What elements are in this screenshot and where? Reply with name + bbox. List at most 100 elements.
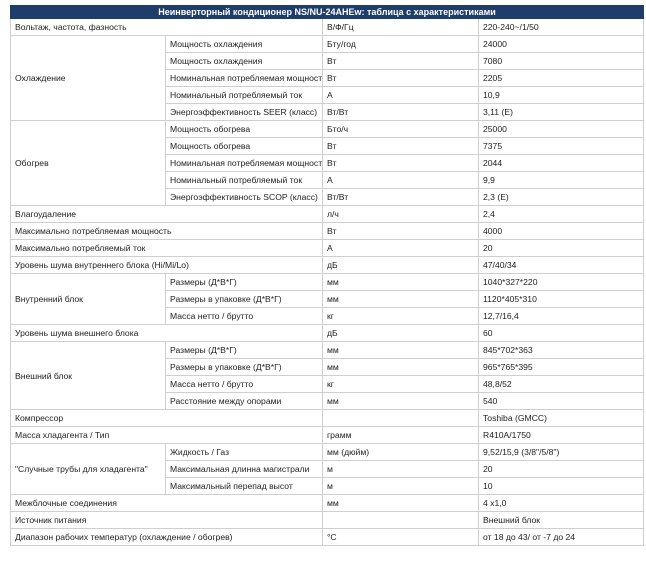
unit-cell: Вт — [322, 154, 479, 172]
value-cell: Toshiba (GMCC) — [478, 409, 644, 427]
value-cell: 965*765*395 — [478, 358, 644, 376]
param-label: Масса нетто / брутто — [165, 307, 323, 325]
value-cell: 1120*405*310 — [478, 290, 644, 308]
unit-cell — [322, 511, 479, 529]
table-row: Масса нетто / брутто кг 12,7/16,4 — [11, 307, 644, 325]
table-row: Энергоэффективность SEER (класс) Вт/Вт 3,1… — [11, 103, 644, 121]
value-cell: 60 — [478, 324, 644, 342]
table-row: Уровень шума внутреннего блока (Hi/Mi/Lo… — [10, 256, 644, 274]
table-row: Вольтаж, частота, фазность В/Ф/Гц 220-240~… — [10, 18, 644, 36]
group-label: Внутренний блок — [10, 273, 166, 325]
unit-cell: мм — [322, 290, 479, 308]
unit-cell: Вт — [322, 52, 479, 70]
unit-cell: мм — [322, 494, 479, 512]
value-cell: 1040*327*220 — [478, 273, 644, 291]
param-label: Жидкость / Газ — [165, 443, 323, 461]
value-cell: 47/40/34 — [478, 256, 644, 274]
table-row: Максимально потребляемая мощность Вт 4000 — [10, 222, 644, 240]
table-row: Межблочные соединения мм 4 x1,0 — [10, 494, 644, 512]
param-label: Уровень шума внешнего блока — [10, 324, 323, 342]
unit-cell: °C — [322, 528, 479, 546]
value-cell: 845*702*363 — [478, 341, 644, 359]
table-row: Внутренний блок Размеры (Д*В*Г) мм 1040*327… — [10, 273, 644, 325]
table-body: Вольтаж, частота, фазность В/Ф/Гц 220-240~… — [10, 18, 644, 546]
value-cell: 2,4 — [478, 205, 644, 223]
param-label: Энергоэффективность SEER (класс) — [165, 103, 323, 121]
table-row: Внешний блок Размеры (Д*В*Г) мм 845*702*363 — [10, 341, 644, 410]
table-row: Диапазон рабочих температур (охлаждение … — [10, 528, 644, 546]
param-label: Максимальный перепад высот — [165, 477, 323, 495]
table-row: Уровень шума внешнего блока дБ 60 — [10, 324, 644, 342]
unit-cell: кг — [322, 307, 479, 325]
table-row: Номинальный потребляемый ток А 10,9 — [11, 86, 644, 104]
unit-cell: мм — [322, 358, 479, 376]
param-label: Расстояние между опорами — [165, 392, 323, 410]
unit-cell: грамм — [322, 426, 479, 444]
param-label: Номинальная потребляемая мощность — [165, 154, 323, 172]
table-row: Обогрев Мощность обогрева Бто/ч 25000 — [10, 120, 644, 206]
value-cell: 9,52/15,9 (3/8"/5/8") — [478, 443, 644, 461]
table-row: Масса хладагента / Тип грамм R410A/1750 — [10, 426, 644, 444]
param-label: Номинальный потребляемый ток — [165, 86, 323, 104]
value-cell: 10 — [478, 477, 644, 495]
value-cell: 220-240~/1/50 — [478, 18, 644, 36]
value-cell: 20 — [478, 239, 644, 257]
param-label: Масса нетто / брутто — [165, 375, 323, 393]
param-label: Номинальная потребляемая мощность — [165, 69, 323, 87]
unit-cell: Бту/год — [322, 35, 479, 53]
unit-cell: мм — [322, 341, 479, 359]
value-cell: 3,11 (E) — [478, 103, 644, 121]
value-cell: 20 — [478, 460, 644, 478]
param-label: Максимально потребляемый ток — [10, 239, 323, 257]
unit-cell: А — [322, 239, 479, 257]
table-title: Неинверторный кондиционер NS/NU-24AHEw: … — [10, 5, 644, 19]
param-label: Размеры в упаковке (Д*В*Г) — [165, 358, 323, 376]
value-cell: 2,3 (E) — [478, 188, 644, 206]
table-row: Максимально потребляемый ток А 20 — [10, 239, 644, 257]
unit-cell: В/Ф/Гц — [322, 18, 479, 36]
unit-cell: л/ч — [322, 205, 479, 223]
param-label: Уровень шума внутреннего блока (Hi/Mi/Lo… — [10, 256, 323, 274]
param-label: Мощность обогрева — [165, 120, 323, 138]
unit-cell: кг — [322, 375, 479, 393]
group-label: Обогрев — [10, 120, 166, 206]
param-label: Мощность обогрева — [165, 137, 323, 155]
unit-cell: А — [322, 86, 479, 104]
value-cell: 25000 — [478, 120, 644, 138]
group-label: "Случные трубы для хладагента" — [10, 443, 166, 495]
unit-cell: Вт/Вт — [322, 103, 479, 121]
unit-cell: м — [322, 460, 479, 478]
value-cell: 7080 — [478, 52, 644, 70]
unit-cell: Вт — [322, 137, 479, 155]
table-row: Мощность охлаждения Вт 7080 — [11, 52, 644, 70]
value-cell: 10,9 — [478, 86, 644, 104]
unit-cell: Бто/ч — [322, 120, 479, 138]
value-cell: 2044 — [478, 154, 644, 172]
value-cell: 7375 — [478, 137, 644, 155]
param-label: Вольтаж, частота, фазность — [10, 18, 323, 36]
param-label: Энергоэффективность SCOP (класс) — [165, 188, 323, 206]
table-row: "Случные трубы для хладагента" Жидкость /… — [10, 443, 644, 495]
param-label: Размеры (Д*В*Г) — [165, 341, 323, 359]
value-cell: 4000 — [478, 222, 644, 240]
unit-cell — [322, 409, 479, 427]
value-cell: 12,7/16,4 — [478, 307, 644, 325]
param-label: Влагоудаление — [10, 205, 323, 223]
unit-cell: м — [322, 477, 479, 495]
value-cell: 540 — [478, 392, 644, 410]
unit-cell: мм — [322, 273, 479, 291]
group-label: Охлаждение — [10, 35, 166, 121]
table-row: Масса нетто / брутто кг 48,8/52 — [11, 375, 644, 393]
unit-cell: Вт/Вт — [322, 188, 479, 206]
table-row: Охлаждение Мощность охлаждения Бту/год 2400… — [10, 35, 644, 121]
unit-cell: дБ — [322, 256, 479, 274]
value-cell: от 18 до 43/ от -7 до 24 — [478, 528, 644, 546]
spec-table: Неинверторный кондиционер NS/NU-24AHEw: … — [10, 5, 644, 546]
unit-cell: мм (дюйм) — [322, 443, 479, 461]
param-label: Максимальная длинна магистрали — [165, 460, 323, 478]
param-label: Мощность охлаждения — [165, 35, 323, 53]
param-label: Диапазон рабочих температур (охлаждение … — [10, 528, 323, 546]
table-row: Размеры в упаковке (Д*В*Г) мм 965*765*395 — [11, 358, 644, 376]
value-cell: 48,8/52 — [478, 375, 644, 393]
